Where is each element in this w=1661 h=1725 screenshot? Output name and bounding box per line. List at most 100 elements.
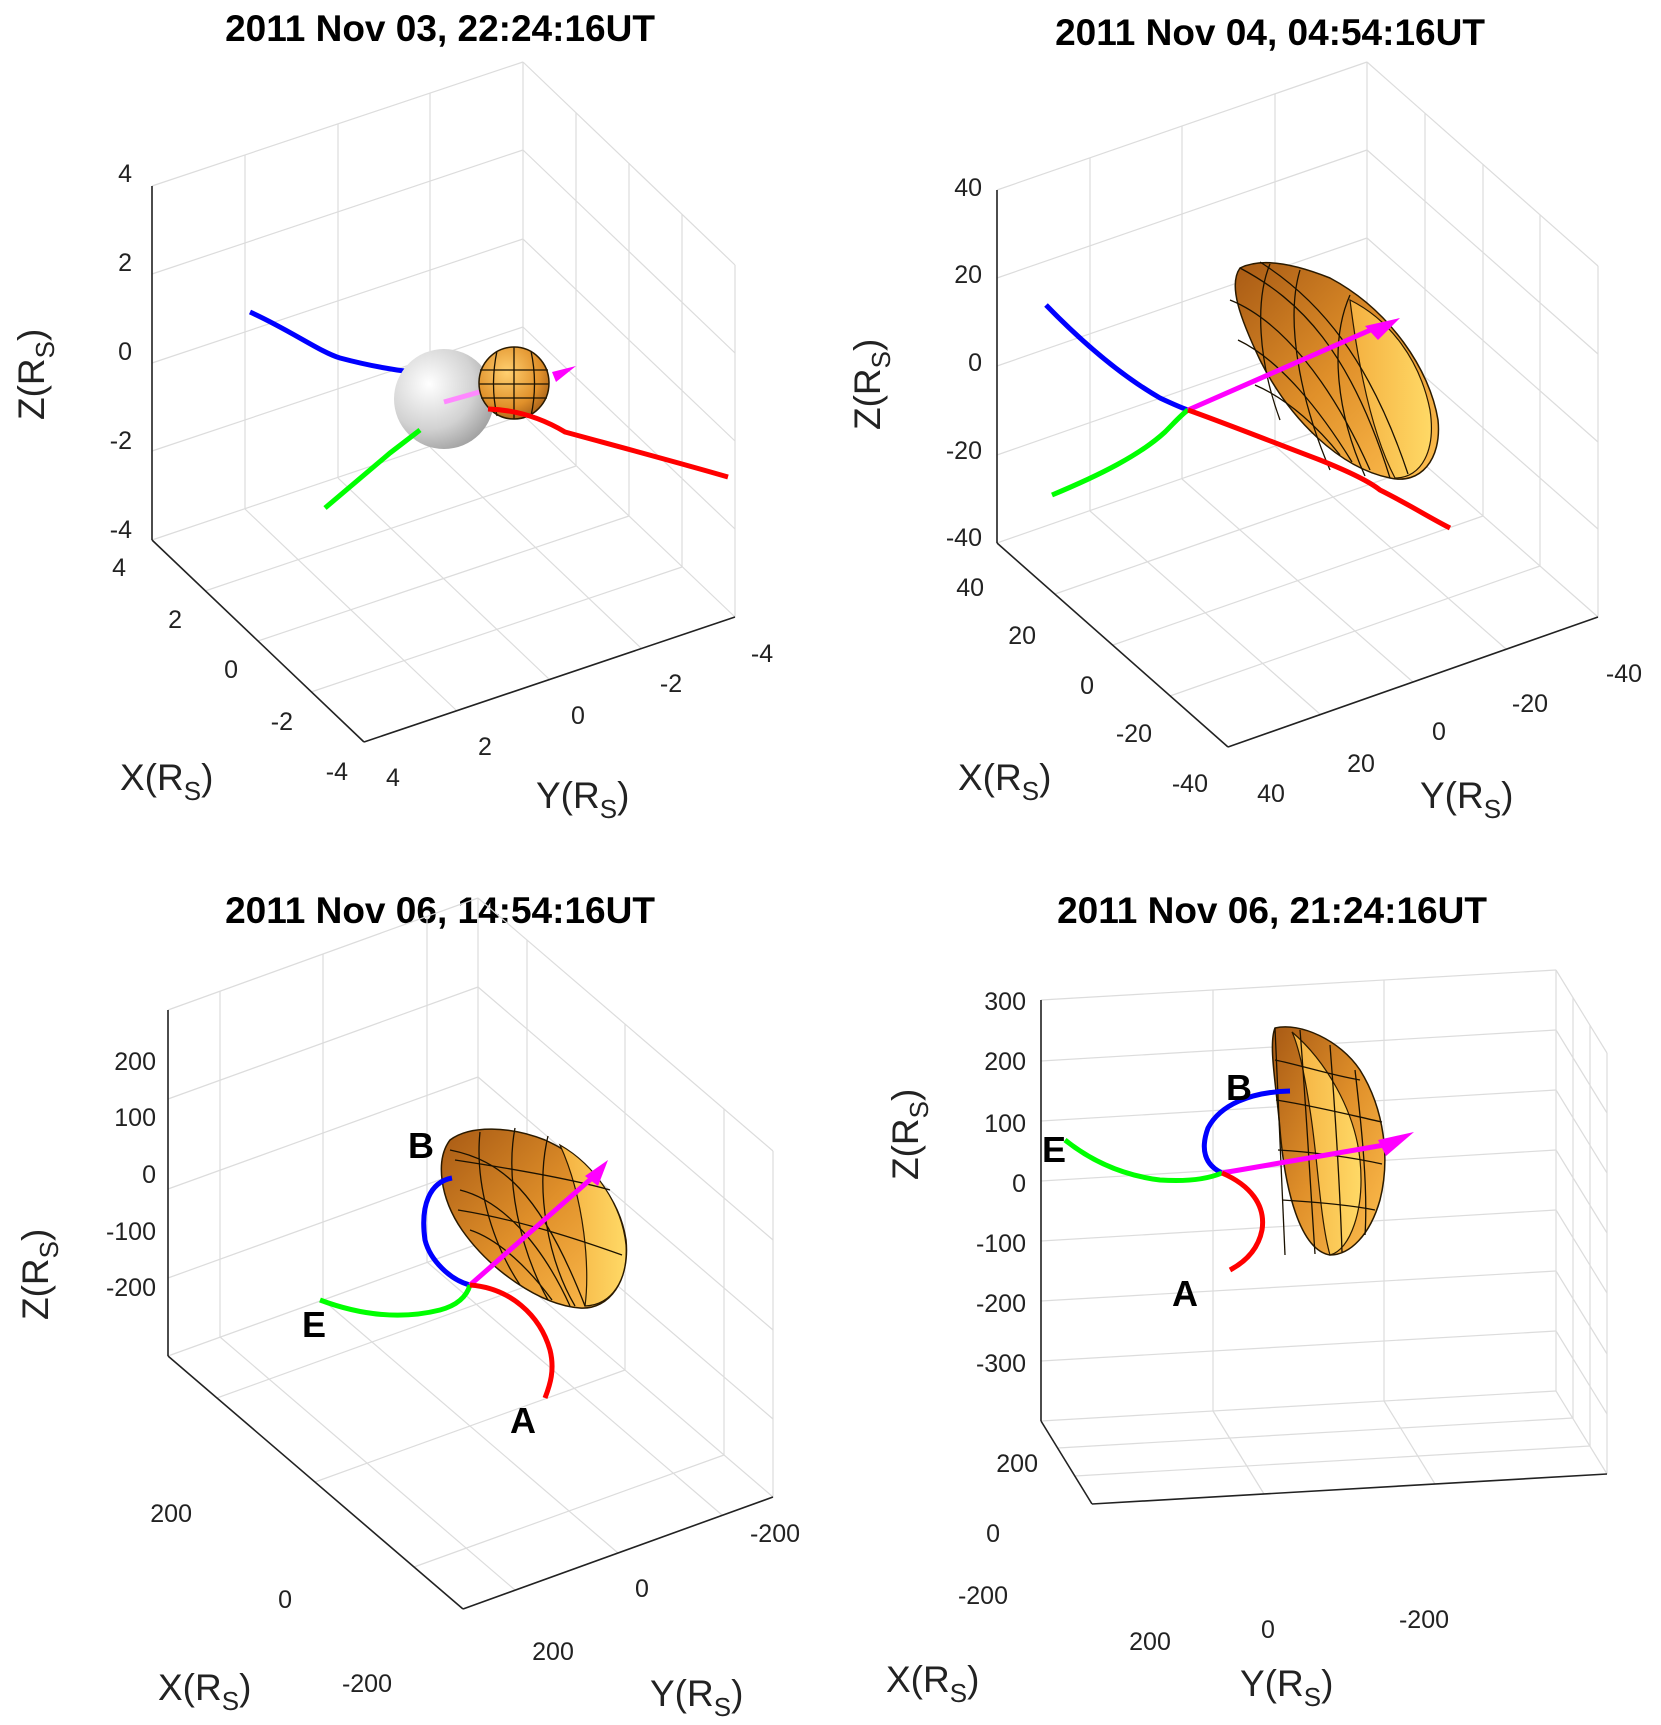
- z-tick: 200: [984, 1048, 1026, 1076]
- y-tick: 2: [478, 733, 492, 761]
- panel-1-z-ticks: 4 2 0 -2 -4: [110, 160, 132, 544]
- panel-3-y-ticks: 200 0 -200: [532, 1520, 800, 1666]
- x-tick: 0: [278, 1586, 292, 1614]
- z-tick: 200: [114, 1048, 156, 1076]
- green-line: [1063, 1138, 1223, 1183]
- z-tick: 300: [984, 988, 1026, 1016]
- green-line: [323, 428, 422, 510]
- y-tick: -200: [750, 1520, 800, 1548]
- y-tick: -40: [1606, 660, 1642, 688]
- panel-4: 2011 Nov 06, 21:24:16UT 30: [830, 860, 1661, 1725]
- panel-1-y-label: Y(RS): [536, 775, 629, 824]
- panel-4-plot: 300 200 100 0 -100 -200 -300 200 0 -200 …: [885, 969, 1608, 1712]
- panel-3-x-ticks: 200 0 -200: [150, 1500, 392, 1698]
- blue-line: [1044, 303, 1189, 413]
- panel-2-y-label: Y(RS): [1420, 775, 1513, 824]
- panel-1-axes: [151, 186, 736, 743]
- x-tick: 4: [112, 554, 126, 582]
- y-tick: -2: [660, 670, 682, 698]
- cme-shell: [1271, 1026, 1386, 1256]
- z-tick: 20: [954, 261, 982, 289]
- panel-1-grid: [151, 61, 736, 712]
- panel-4-axes: [1040, 1000, 1608, 1505]
- panel-2-axes: [996, 190, 1599, 748]
- magenta-tip: [1378, 1132, 1414, 1156]
- z-tick: -200: [976, 1290, 1026, 1318]
- z-tick: -100: [976, 1230, 1026, 1258]
- panel-3-grid: [167, 897, 774, 1591]
- y-tick: 0: [571, 702, 585, 730]
- y-tick: 4: [386, 764, 400, 792]
- x-tick: 2: [168, 606, 182, 634]
- sun-sphere: [394, 349, 494, 449]
- panel-4-x-ticks: 200 0 -200: [958, 1450, 1038, 1610]
- z-tick: -300: [976, 1350, 1026, 1378]
- panel-3-title: 2011 Nov 06, 14:54:16UT: [225, 890, 655, 931]
- panel-2-x-ticks: 40 20 0 -20 -40: [956, 574, 1208, 798]
- red-line: [469, 1282, 555, 1399]
- x-tick: 0: [224, 656, 238, 684]
- y-tick: -20: [1512, 690, 1548, 718]
- panel-1-z-label: Z(RS): [11, 329, 60, 420]
- label-b: B: [1226, 1067, 1252, 1108]
- panel-4-y-ticks: 200 0 -200: [1129, 1606, 1449, 1656]
- y-tick: 0: [1261, 1616, 1275, 1644]
- x-tick: 0: [986, 1520, 1000, 1548]
- x-tick: -40: [1172, 770, 1208, 798]
- panel-3-z-ticks: 200 100 0 -100 -200: [106, 1048, 156, 1302]
- z-tick: 100: [984, 1110, 1026, 1138]
- z-tick: -2: [110, 427, 132, 455]
- cme-shell: [1229, 261, 1440, 480]
- red-line: [1187, 407, 1452, 531]
- magenta-axis: [468, 1176, 594, 1287]
- z-tick: 0: [118, 338, 132, 366]
- y-tick: -4: [751, 640, 773, 668]
- z-tick: 100: [114, 1104, 156, 1132]
- y-tick: -200: [1399, 1606, 1449, 1634]
- blue-line: [1201, 1088, 1291, 1176]
- z-tick: 40: [954, 174, 982, 202]
- panel-3-x-label: X(RS): [158, 1667, 251, 1716]
- panel-2-y-ticks: 40 20 0 -20 -40: [1257, 660, 1642, 808]
- panel-2-z-label: Z(RS): [847, 339, 896, 430]
- panel-2-z-ticks: 40 20 0 -20 -40: [946, 174, 982, 552]
- x-tick: -20: [1116, 720, 1152, 748]
- panel-1-x-ticks: 4 2 0 -2 -4: [112, 554, 348, 786]
- panel-4-z-label: Z(RS): [885, 1089, 934, 1180]
- magenta-axis: [1186, 325, 1377, 413]
- panel-3-axes: [167, 1010, 774, 1610]
- x-tick: 40: [956, 574, 984, 602]
- z-tick: -200: [106, 1274, 156, 1302]
- cme-shell: [440, 1127, 628, 1309]
- magenta-tip: [585, 1160, 608, 1186]
- z-tick: 0: [968, 349, 982, 377]
- magenta-tip: [552, 366, 576, 382]
- x-tick: -200: [958, 1582, 1008, 1610]
- panel-2: 2011 Nov 04, 04:54:16UT 40 20 0: [830, 0, 1661, 860]
- panel-2-x-label: X(RS): [958, 757, 1051, 806]
- blue-line: [421, 1175, 471, 1288]
- panel-4-y-label: Y(RS): [1240, 1663, 1333, 1712]
- magenta-axis: [1221, 1141, 1391, 1176]
- y-tick: 200: [1129, 1628, 1171, 1656]
- x-tick: 0: [1080, 672, 1094, 700]
- y-tick: 0: [635, 1575, 649, 1603]
- z-tick: 0: [142, 1161, 156, 1189]
- panel-3-z-label: Z(RS): [15, 1229, 64, 1320]
- y-tick: 40: [1257, 780, 1285, 808]
- panel-1-y-ticks: 4 2 0 -2 -4: [386, 640, 773, 792]
- z-tick: -4: [110, 516, 132, 544]
- green-line: [319, 1284, 473, 1318]
- z-tick: -40: [946, 524, 982, 552]
- panel-2-title: 2011 Nov 04, 04:54:16UT: [1055, 12, 1485, 53]
- panel-1-plot: 4 2 0 -2 -4 4 2 0 -2 -4 4 2 0 -2 -4 X(RS…: [11, 61, 773, 824]
- y-tick: 0: [1432, 718, 1446, 746]
- label-e: E: [1042, 1129, 1066, 1170]
- x-tick: -4: [326, 758, 348, 786]
- label-e: E: [302, 1304, 326, 1345]
- panel-1-title: 2011 Nov 03, 22:24:16UT: [225, 8, 655, 49]
- magenta-tip: [1365, 318, 1400, 340]
- green-line: [1051, 407, 1190, 498]
- label-b: B: [408, 1125, 434, 1166]
- x-tick: 200: [996, 1450, 1038, 1478]
